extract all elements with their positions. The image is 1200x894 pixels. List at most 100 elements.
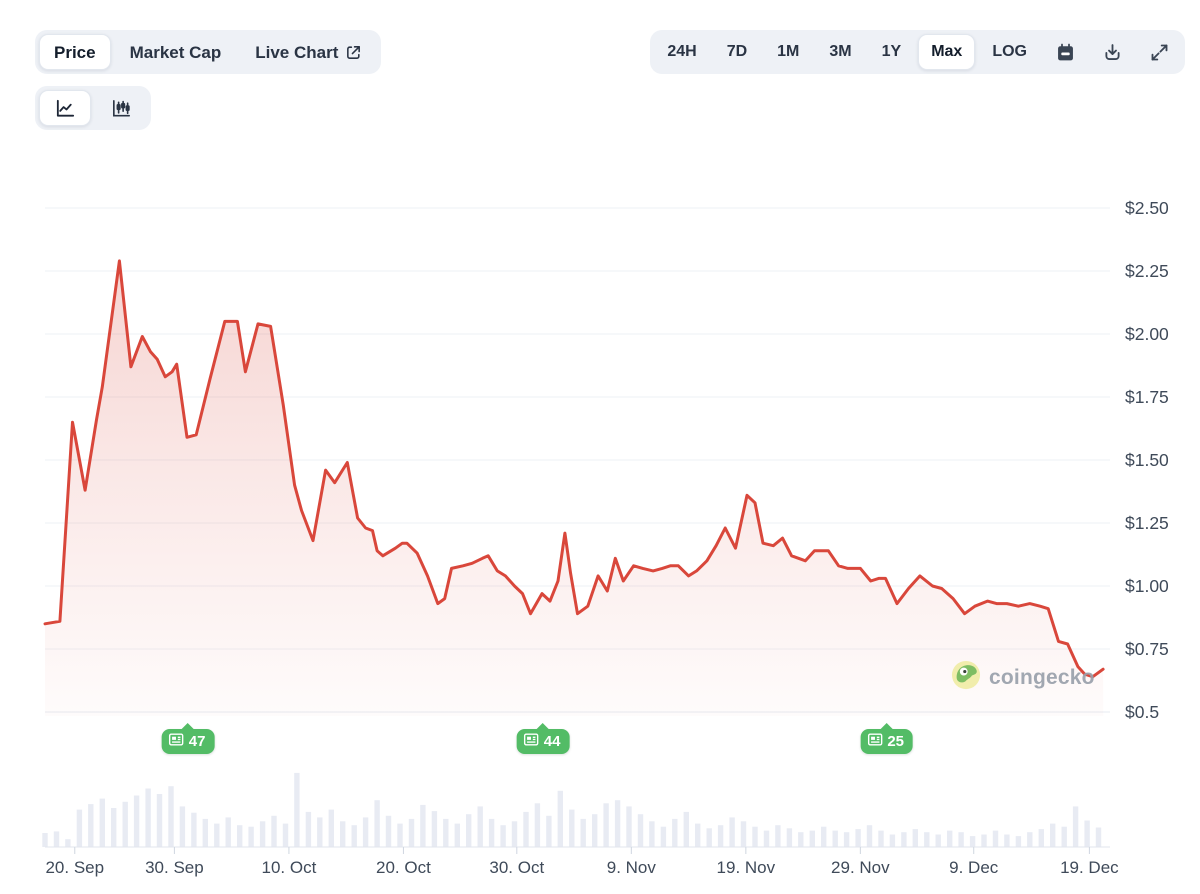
chart-tabs: Price Market Cap Live Chart: [35, 30, 382, 74]
range-3m[interactable]: 3M: [816, 34, 864, 70]
news-count: 47: [188, 732, 206, 750]
y-axis-label: $2.50: [1125, 198, 1169, 218]
volume-bar: [271, 815, 277, 847]
volume-bar: [351, 825, 357, 847]
volume-bar: [947, 830, 953, 847]
x-axis-label: 9. Nov: [607, 858, 657, 877]
chart-type-toggle: [35, 86, 151, 130]
price-area-fill: [45, 260, 1104, 716]
volume-bar: [981, 834, 987, 847]
x-axis-label: 19. Nov: [717, 858, 776, 877]
news-badge[interactable]: 47: [161, 729, 215, 754]
volume-bar: [328, 809, 334, 847]
volume-bar: [191, 812, 197, 847]
volume-bar: [592, 814, 598, 847]
tab-market-cap[interactable]: Market Cap: [115, 34, 237, 70]
tab-price[interactable]: Price: [39, 34, 111, 70]
newspaper-icon: [524, 733, 539, 749]
volume-bar: [454, 823, 460, 847]
volume-bar: [248, 826, 254, 847]
volume-bar: [122, 801, 128, 847]
y-axis-label: $2.25: [1125, 261, 1169, 281]
fullscreen-button[interactable]: [1138, 34, 1181, 70]
volume-bar: [912, 829, 918, 847]
tab-live-chart[interactable]: Live Chart: [240, 34, 377, 70]
volume-bar: [133, 795, 140, 847]
volume-bar: [992, 830, 999, 847]
y-axis-label: $2.00: [1125, 324, 1169, 344]
volume-bar: [408, 818, 415, 847]
volume-bar: [534, 803, 541, 847]
volume-bar: [958, 832, 964, 847]
volume-bar: [488, 818, 495, 847]
volume-bar: [511, 821, 518, 847]
candlestick-chart-type-button[interactable]: [95, 90, 147, 126]
volume-bar: [374, 800, 380, 847]
news-count: 44: [543, 732, 561, 750]
range-max[interactable]: Max: [918, 34, 976, 70]
volume-bar: [88, 804, 94, 847]
volume-bar: [99, 798, 105, 847]
volume-bar: [397, 823, 403, 847]
download-icon: [1102, 42, 1123, 63]
volume-bar: [259, 821, 266, 847]
volume-bar: [1015, 836, 1022, 847]
y-axis-label: $1.50: [1125, 450, 1169, 470]
volume-bar: [763, 830, 770, 847]
candlestick-chart-icon: [110, 97, 133, 120]
volume-bar: [305, 811, 312, 847]
volume-bar: [1050, 823, 1056, 847]
x-axis-label: 30. Sep: [145, 858, 204, 877]
volume-bar: [1027, 832, 1033, 847]
volume-bar: [443, 818, 449, 847]
volume-bar: [683, 811, 689, 847]
range-1y[interactable]: 1Y: [869, 34, 915, 70]
volume-bar: [179, 806, 186, 847]
x-axis-label: 20. Oct: [376, 858, 431, 877]
y-axis-label: $0.75: [1125, 639, 1169, 659]
y-axis-label: $1.00: [1125, 576, 1169, 596]
volume-bar: [821, 826, 827, 847]
volume-bar: [569, 809, 575, 847]
volume-bar: [809, 830, 815, 847]
range-24h[interactable]: 24H: [654, 34, 709, 70]
volume-bar: [431, 811, 438, 847]
volume-bar: [294, 772, 300, 847]
volume-bar: [924, 832, 930, 847]
volume-bar: [1095, 827, 1102, 847]
calendar-icon: [1055, 42, 1076, 63]
line-chart-icon: [54, 97, 77, 120]
volume-bar: [935, 834, 941, 847]
volume-bar: [523, 811, 529, 847]
download-button[interactable]: [1091, 34, 1134, 70]
volume-bar: [202, 818, 208, 847]
line-chart-type-button[interactable]: [39, 90, 91, 126]
volume-bar: [660, 826, 667, 847]
volume-bar: [626, 806, 632, 847]
news-badge[interactable]: 44: [516, 729, 570, 754]
range-1m[interactable]: 1M: [764, 34, 812, 70]
range-7d[interactable]: 7D: [714, 34, 760, 70]
volume-bar: [672, 818, 678, 847]
volume-bar: [76, 809, 83, 847]
newspaper-icon: [169, 733, 184, 749]
volume-bar: [1061, 826, 1067, 847]
volume-bar: [546, 815, 552, 847]
volume-bar: [156, 794, 163, 847]
range-toolbar: 24H 7D 1M 3M 1Y Max LOG: [650, 30, 1185, 74]
x-axis-label: 19. Dec: [1060, 858, 1119, 877]
volume-bar: [420, 804, 426, 847]
y-axis-label: $0.5: [1125, 702, 1159, 722]
news-badge[interactable]: 25: [860, 729, 914, 754]
volume-bar: [729, 817, 735, 847]
volume-bar: [786, 828, 793, 847]
volume-bar: [237, 825, 243, 847]
log-scale-toggle[interactable]: LOG: [979, 34, 1040, 70]
external-link-icon: [345, 44, 362, 61]
volume-bar: [1004, 834, 1010, 847]
volume-bar: [282, 823, 289, 847]
calendar-button[interactable]: [1044, 34, 1087, 70]
volume-bar: [477, 806, 483, 847]
volume-bar: [317, 817, 323, 847]
